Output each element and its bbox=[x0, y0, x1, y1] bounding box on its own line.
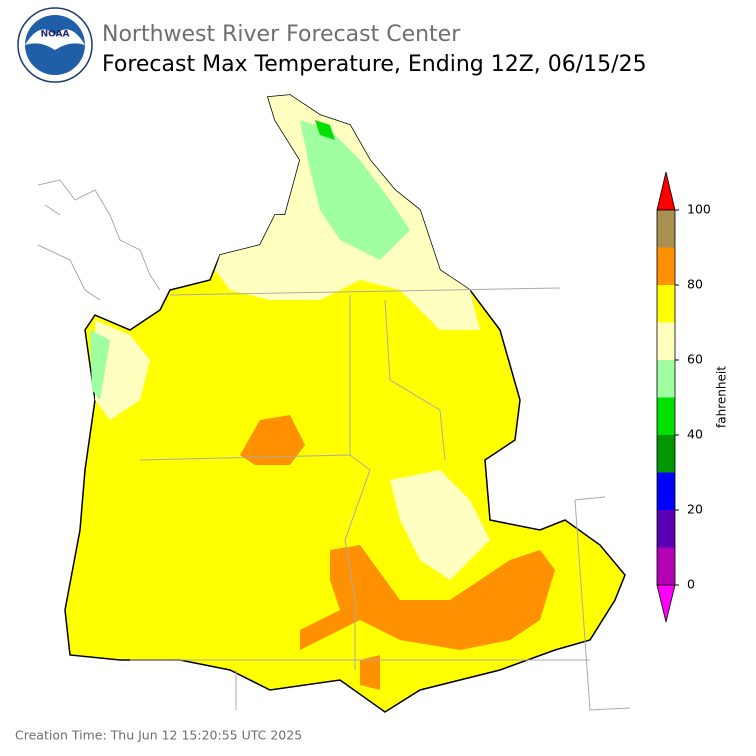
colorbar-bin bbox=[657, 472, 675, 510]
colorbar-under bbox=[656, 584, 676, 623]
svg-text:NOAA: NOAA bbox=[41, 30, 70, 40]
map bbox=[37, 94, 631, 713]
colorbar-frame bbox=[656, 209, 676, 586]
colorbar-bin bbox=[657, 322, 675, 360]
colorbar-tick-label: 80 bbox=[687, 277, 703, 292]
colorbar-over bbox=[656, 171, 676, 211]
colorbar-bin bbox=[657, 435, 675, 473]
colorbar-bin bbox=[657, 285, 675, 323]
colorbar-tick-label: 40 bbox=[687, 427, 703, 442]
colorbar-bin bbox=[657, 547, 675, 585]
map-title: Forecast Max Temperature, Ending 12Z, 06… bbox=[102, 52, 647, 77]
colorbar-bin bbox=[657, 210, 675, 248]
colorbar-bin bbox=[657, 360, 675, 398]
colorbar-bin bbox=[657, 397, 675, 435]
agency: Northwest River Forecast Center bbox=[102, 22, 461, 47]
colorbar-label: fahrenheit bbox=[715, 366, 729, 428]
colorbar-bin bbox=[657, 247, 675, 285]
colorbar-tick-label: 100 bbox=[687, 202, 711, 217]
colorbar-bin bbox=[657, 510, 675, 548]
colorbar-tick-label: 20 bbox=[687, 502, 703, 517]
colorbar-tick-label: 60 bbox=[687, 352, 703, 367]
colorbar: 0 20 40 60 80 100 bbox=[656, 171, 711, 623]
creation-time: Creation Time: Thu Jun 12 15:20:55 UTC 2… bbox=[15, 728, 302, 743]
colorbar-tick-label: 0 bbox=[687, 577, 695, 592]
noaa-logo: NOAA bbox=[17, 7, 93, 83]
